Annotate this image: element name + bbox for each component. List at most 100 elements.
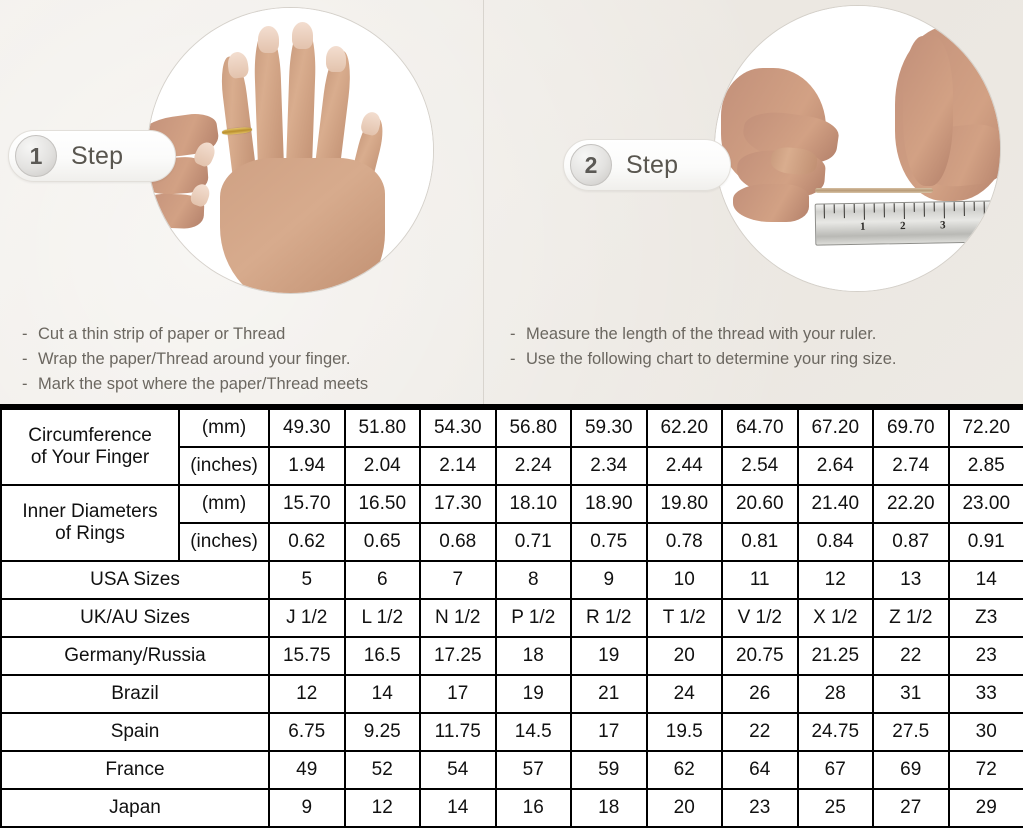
data-cell: 14 bbox=[420, 789, 496, 827]
data-cell: L 1/2 bbox=[345, 599, 421, 637]
data-cell: 0.65 bbox=[345, 523, 421, 561]
data-cell: 29 bbox=[949, 789, 1023, 827]
data-cell: 64 bbox=[722, 751, 798, 789]
instruction-text: Measure the length of the thread with yo… bbox=[526, 325, 876, 343]
instruction-text: Use the following chart to determine you… bbox=[526, 350, 897, 368]
bullet-dash-icon: - bbox=[22, 322, 38, 347]
data-cell: 59 bbox=[571, 751, 647, 789]
data-cell: X 1/2 bbox=[798, 599, 874, 637]
row-label-line2: of Rings bbox=[2, 523, 178, 545]
data-cell: 54.30 bbox=[420, 409, 496, 447]
data-cell: 72 bbox=[949, 751, 1023, 789]
data-cell: 51.80 bbox=[345, 409, 421, 447]
step-2-number: 2 bbox=[570, 144, 612, 186]
data-cell: 12 bbox=[269, 675, 345, 713]
data-cell: 28 bbox=[798, 675, 874, 713]
table-row: UK/AU Sizes J 1/2 L 1/2 N 1/2 P 1/2 R 1/… bbox=[1, 599, 1023, 637]
data-cell: 12 bbox=[798, 561, 874, 599]
ruler-number: 2 bbox=[900, 220, 906, 232]
data-cell: 20 bbox=[647, 789, 723, 827]
list-item: -Wrap the paper/Thread around your finge… bbox=[22, 347, 368, 372]
ring-size-table-wrapper: Circumference of Your Finger (mm) 49.30 … bbox=[0, 404, 1023, 828]
list-item: -Measure the length of the thread with y… bbox=[510, 322, 897, 347]
data-cell: 2.64 bbox=[798, 447, 874, 485]
steps-area: 1 Step -Cut a thin strip of paper or Thr… bbox=[0, 0, 1023, 404]
data-cell: 22.20 bbox=[873, 485, 949, 523]
bullet-dash-icon: - bbox=[510, 322, 526, 347]
data-cell: 11 bbox=[722, 561, 798, 599]
instruction-text: Mark the spot where the paper/Thread mee… bbox=[38, 375, 368, 393]
data-cell: 5 bbox=[269, 561, 345, 599]
unit-cell: (mm) bbox=[179, 409, 269, 447]
instruction-text: Cut a thin strip of paper or Thread bbox=[38, 325, 285, 343]
data-cell: 0.78 bbox=[647, 523, 723, 561]
data-cell: 2.24 bbox=[496, 447, 572, 485]
bullet-dash-icon: - bbox=[22, 347, 38, 372]
data-cell: 2.74 bbox=[873, 447, 949, 485]
data-cell: 8 bbox=[496, 561, 572, 599]
data-cell: 62 bbox=[647, 751, 723, 789]
table-row: Germany/Russia 15.75 16.5 17.25 18 19 20… bbox=[1, 637, 1023, 675]
table-row: France 49 52 54 57 59 62 64 67 69 72 bbox=[1, 751, 1023, 789]
unit-cell: (inches) bbox=[179, 523, 269, 561]
data-cell: 1.94 bbox=[269, 447, 345, 485]
data-cell: 59.30 bbox=[571, 409, 647, 447]
step-1-badge: 1 Step bbox=[8, 130, 176, 182]
row-label-germany-russia: Germany/Russia bbox=[1, 637, 269, 675]
row-label-line1: Circumference bbox=[2, 425, 178, 447]
data-cell: 19.5 bbox=[647, 713, 723, 751]
thread-and-ruler-photo: 1 2 3 bbox=[715, 6, 1000, 291]
data-cell: T 1/2 bbox=[647, 599, 723, 637]
data-cell: 25 bbox=[798, 789, 874, 827]
row-label-inner-diameter: Inner Diameters of Rings bbox=[1, 485, 179, 561]
hand-with-ring-photo bbox=[148, 8, 433, 293]
table-row: Brazil 12 14 17 19 21 24 26 28 31 33 bbox=[1, 675, 1023, 713]
data-cell: 11.75 bbox=[420, 713, 496, 751]
data-cell: 10 bbox=[647, 561, 723, 599]
data-cell: 67.20 bbox=[798, 409, 874, 447]
step-1-instructions: -Cut a thin strip of paper or Thread -Wr… bbox=[22, 322, 368, 397]
data-cell: 49.30 bbox=[269, 409, 345, 447]
data-cell: V 1/2 bbox=[722, 599, 798, 637]
ruler: 1 2 3 bbox=[815, 200, 1000, 245]
data-cell: 22 bbox=[873, 637, 949, 675]
data-cell: 2.04 bbox=[345, 447, 421, 485]
step-2-badge: 2 Step bbox=[563, 139, 731, 191]
data-cell: 21 bbox=[571, 675, 647, 713]
row-label-line2: of Your Finger bbox=[2, 447, 178, 469]
data-cell: 16.50 bbox=[345, 485, 421, 523]
data-cell: 52 bbox=[345, 751, 421, 789]
data-cell: 27 bbox=[873, 789, 949, 827]
row-label-circumference: Circumference of Your Finger bbox=[1, 409, 179, 485]
data-cell: 18.90 bbox=[571, 485, 647, 523]
data-cell: 26 bbox=[722, 675, 798, 713]
data-cell: 14 bbox=[345, 675, 421, 713]
data-cell: 0.75 bbox=[571, 523, 647, 561]
ring-size-table: Circumference of Your Finger (mm) 49.30 … bbox=[0, 408, 1023, 828]
data-cell: R 1/2 bbox=[571, 599, 647, 637]
data-cell: 69 bbox=[873, 751, 949, 789]
step-2-instructions: -Measure the length of the thread with y… bbox=[510, 322, 897, 372]
data-cell: 19 bbox=[496, 675, 572, 713]
data-cell: P 1/2 bbox=[496, 599, 572, 637]
data-cell: 33 bbox=[949, 675, 1023, 713]
data-cell: 17 bbox=[420, 675, 496, 713]
data-cell: 23 bbox=[722, 789, 798, 827]
data-cell: 2.54 bbox=[722, 447, 798, 485]
data-cell: 54 bbox=[420, 751, 496, 789]
data-cell: 20.60 bbox=[722, 485, 798, 523]
data-cell: 6.75 bbox=[269, 713, 345, 751]
data-cell: 22 bbox=[722, 713, 798, 751]
row-label-japan: Japan bbox=[1, 789, 269, 827]
data-cell: 0.87 bbox=[873, 523, 949, 561]
step-2-panel: 1 2 3 2 Step -Measure the length of the … bbox=[484, 0, 1023, 404]
data-cell: 9 bbox=[269, 789, 345, 827]
data-cell: 6 bbox=[345, 561, 421, 599]
row-label-spain: Spain bbox=[1, 713, 269, 751]
data-cell: 69.70 bbox=[873, 409, 949, 447]
list-item: -Use the following chart to determine yo… bbox=[510, 347, 897, 372]
data-cell: 12 bbox=[345, 789, 421, 827]
measuring-thread bbox=[815, 188, 933, 193]
data-cell: 20 bbox=[647, 637, 723, 675]
data-cell: 0.68 bbox=[420, 523, 496, 561]
